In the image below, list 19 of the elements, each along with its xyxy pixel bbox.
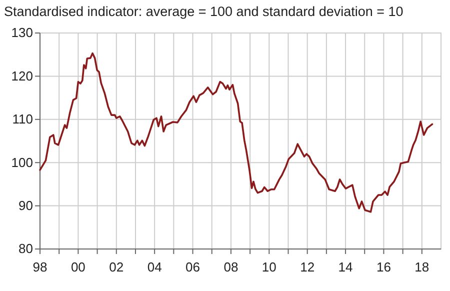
y-tick-label: 80 (18, 241, 33, 256)
x-tick-label: 02 (109, 259, 124, 274)
y-tick-label: 90 (18, 198, 33, 213)
y-tick-label: 110 (12, 112, 33, 127)
x-tick-label: 16 (376, 259, 391, 274)
x-tick-label: 12 (300, 259, 315, 274)
chart-title: Standardised indicator: average = 100 and standard deviation = 10 (4, 4, 404, 19)
x-tick-label: 00 (70, 259, 86, 274)
x-tick-label: 04 (147, 259, 162, 274)
x-tick-label: 08 (224, 259, 238, 274)
y-tick-label: 100 (11, 154, 33, 170)
line-series (39, 52, 434, 213)
x-tick-label: 98 (32, 259, 48, 274)
x-tick-label: 06 (186, 259, 200, 274)
x-tick-label: 14 (338, 259, 353, 274)
y-tick-label: 120 (11, 68, 33, 84)
x-tick-label: 18 (414, 259, 430, 274)
x-tick-label: 10 (262, 259, 276, 274)
y-tick-label: 130 (11, 25, 33, 40)
